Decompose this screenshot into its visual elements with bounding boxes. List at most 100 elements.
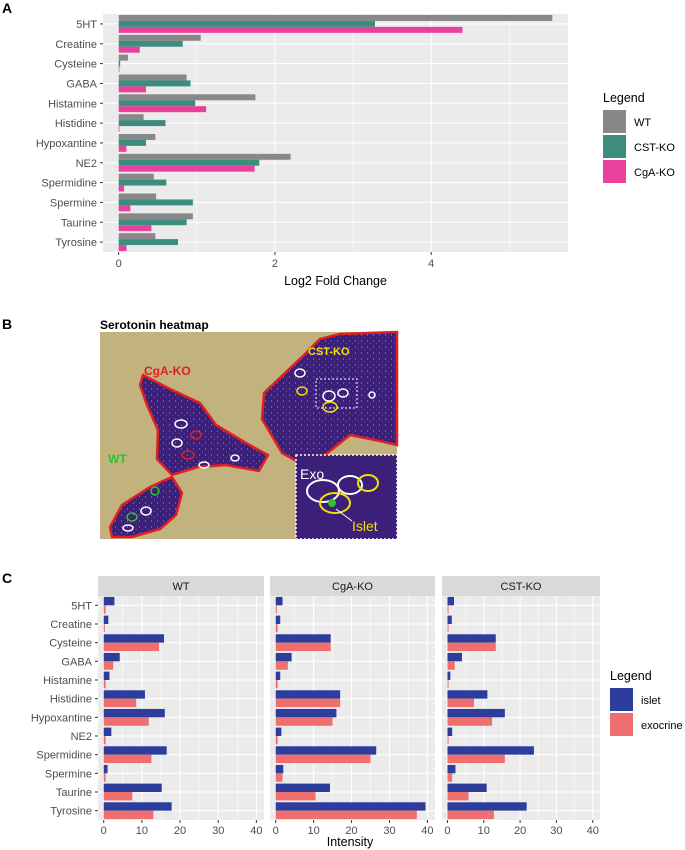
bar-cst-ko-islet-ne2 <box>447 727 453 736</box>
bar-cst-ko-ne2 <box>118 159 260 166</box>
bar-wt-exocrine-cysteine <box>103 642 160 652</box>
y-tick-label: Hypoxantine <box>36 138 97 150</box>
y-tick-label: GABA <box>66 78 97 90</box>
legend-title: Legend <box>603 91 645 105</box>
bar-wt-islet-spermidine <box>103 746 167 755</box>
bar-wt-cysteine <box>118 54 129 61</box>
bar-cga-ko-islet-creatine <box>275 615 281 624</box>
bar-wt-histidine <box>118 114 144 121</box>
y-tick-label: GABA <box>61 656 92 668</box>
bar-wt-exocrine-creatine <box>103 624 105 633</box>
bar-wt-exocrine-spermine <box>103 773 106 782</box>
bar-cga-ko-islet-cysteine <box>275 634 331 643</box>
bar-cga-ko-exocrine-hypoxantine <box>275 717 333 726</box>
bar-wt-taurine <box>118 213 193 220</box>
bar-cst-ko-hypoxantine <box>118 139 146 146</box>
facet-strip-cga-ko <box>270 576 435 596</box>
bar-wt-exocrine-histidine <box>103 698 137 708</box>
x-tick-label: 2 <box>272 258 278 270</box>
y-tick-label: Creatine <box>50 619 92 631</box>
y-tick-label: NE2 <box>71 731 92 743</box>
bar-wt-islet-histamine <box>103 671 110 680</box>
bar-cst-ko-exocrine-hypoxantine <box>447 717 493 726</box>
bar-cga-ko-spermidine <box>118 185 125 192</box>
y-tick-label: Spermidine <box>41 178 97 190</box>
bar-cst-ko-exocrine-cysteine <box>447 642 496 652</box>
plot-panel <box>103 14 568 252</box>
bar-cga-ko-tyrosine <box>118 245 127 252</box>
panel-a-letter: A <box>2 0 13 16</box>
x-tick-label: 10 <box>136 825 148 837</box>
y-tick-label: 5HT <box>76 19 97 31</box>
x-tick-label: 30 <box>212 825 224 837</box>
bar-cst-ko-exocrine-creatine <box>447 624 449 633</box>
y-tick-label: Histidine <box>55 118 97 130</box>
tissue-cst-ko <box>260 330 399 465</box>
y-tick-label: Cysteine <box>54 59 97 71</box>
bar-cst-ko-islet-taurine <box>447 783 487 792</box>
y-tick-label: Spermidine <box>36 750 92 762</box>
y-tick-label: Taurine <box>56 787 92 799</box>
facet-label-wt: WT <box>172 581 189 593</box>
legend-title: Legend <box>610 669 652 683</box>
x-tick-label: 40 <box>250 825 262 837</box>
bar-cst-ko-islet-5ht <box>447 596 454 606</box>
label-cga-ko: CgA-KO <box>144 364 191 378</box>
legend-swatch-cst-ko <box>603 135 626 158</box>
bar-cst-ko-islet-spermidine <box>447 746 534 755</box>
y-tick-label: 5HT <box>71 600 92 612</box>
x-tick-label: 10 <box>478 825 490 837</box>
bar-wt-creatine <box>118 34 201 41</box>
bar-cga-ko-islet-spermine <box>275 764 284 774</box>
bar-cga-ko-exocrine-ne2 <box>275 736 278 745</box>
bar-cst-ko-exocrine-gaba <box>447 661 455 670</box>
x-tick-label: 40 <box>587 825 599 837</box>
bar-cst-ko-spermine <box>118 199 193 206</box>
x-tick-label: 4 <box>428 258 434 270</box>
bar-cga-ko-ne2 <box>118 165 255 172</box>
facet-label-cst-ko: CST-KO <box>501 581 542 593</box>
label-islet: Islet <box>352 518 378 534</box>
bar-cst-ko-islet-cysteine <box>447 634 496 643</box>
bar-wt-spermine <box>118 193 157 200</box>
intensity-chart: WT 5HT Creatine Cysteine GABA Histamine Histid… <box>31 576 683 849</box>
bar-cga-ko-creatine <box>118 46 140 53</box>
facet-panel-cst-ko <box>442 596 600 820</box>
bar-cga-ko-cysteine <box>118 66 120 73</box>
bar-wt-exocrine-hypoxantine <box>103 717 149 726</box>
bar-cga-ko-exocrine-5ht <box>275 605 277 614</box>
bar-wt-exocrine-spermidine <box>103 754 152 764</box>
bar-wt-5ht <box>118 14 553 21</box>
bar-cst-ko-islet-spermine <box>447 764 456 774</box>
bar-cst-ko-5ht <box>118 20 375 27</box>
bar-cga-ko-exocrine-taurine <box>275 792 316 801</box>
x-axis-label: Intensity <box>327 835 374 849</box>
x-tick-label: 20 <box>174 825 186 837</box>
bar-wt-tyrosine <box>118 233 156 240</box>
bar-cga-ko-islet-hypoxantine <box>275 708 337 718</box>
bar-cga-ko-exocrine-spermine <box>275 773 283 782</box>
panel-c-letter: C <box>2 570 13 586</box>
bar-wt-hypoxantine <box>118 133 156 140</box>
bar-cst-ko-islet-histidine <box>447 690 488 699</box>
legend-label-cst-ko: CST-KO <box>634 142 675 154</box>
bar-cst-ko-histidine <box>118 120 166 127</box>
bar-cst-ko-islet-creatine <box>447 615 452 624</box>
bar-wt-islet-ne2 <box>103 727 112 736</box>
bar-wt-exocrine-5ht <box>103 605 106 614</box>
bar-cga-ko-exocrine-histidine <box>275 698 341 708</box>
y-tick-label: Tyrosine <box>55 237 97 249</box>
facet-panel-cga-ko <box>270 596 435 820</box>
bar-cst-ko-islet-histamine <box>447 671 451 680</box>
x-axis-label: Log2 Fold Change <box>284 274 387 288</box>
bar-wt-ne2 <box>118 153 291 160</box>
bar-wt-exocrine-histamine <box>103 680 106 689</box>
x-tick-label: 20 <box>514 825 526 837</box>
bar-wt-spermidine <box>118 173 154 180</box>
bar-wt-exocrine-gaba <box>103 661 114 670</box>
label-exo: Exo <box>300 466 324 482</box>
bar-wt-islet-5ht <box>103 596 115 606</box>
legend-swatch-wt <box>603 110 626 133</box>
bar-wt-islet-hypoxantine <box>103 708 165 718</box>
